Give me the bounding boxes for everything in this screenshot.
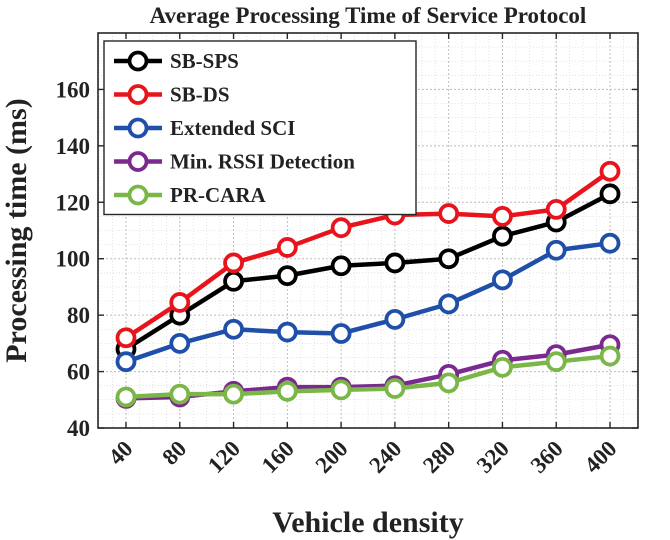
y-tick-label: 80 [67,303,90,328]
data-point [330,255,352,277]
data-point [438,248,460,270]
y-tick-label: 160 [56,77,91,102]
x-tick-label: 240 [364,436,406,478]
y-tick-label: 40 [67,416,90,441]
data-point [169,383,191,405]
y-axis-ticks: 40 60 80 100 120 140 160 [56,77,638,441]
series-line [124,169,612,340]
data-point [492,269,513,291]
legend-label: SB-SPS [170,49,239,73]
data-point [330,379,352,401]
x-tick-label: 120 [203,436,245,478]
x-axis-title: Vehicle density [272,506,463,539]
data-point [492,356,513,378]
legend-label: Min. RSSI Detection [170,150,355,174]
legend-item: Extended SCI [114,116,295,140]
axes-frame [97,32,639,429]
legend-item: SB-SPS [114,49,239,73]
legend-label: SB-DS [170,83,230,107]
data-point [438,203,460,224]
series-line [125,353,611,400]
legend-label: Extended SCI [170,116,295,140]
series-sb-ds [115,160,621,349]
series-extended-sci [115,232,621,373]
data-point [276,321,298,343]
series-line [124,191,612,351]
data-point [115,351,137,373]
series-sb-sps [115,183,621,360]
data-point [223,318,244,340]
legend-label: PR-CARA [170,183,266,207]
y-axis-title: Processing time (ms) [0,98,33,362]
data-point [599,232,621,254]
series-layer [115,160,621,409]
y-tick-label: 120 [56,190,91,215]
data-point [384,252,406,274]
y-tick-label: 140 [56,134,91,159]
data-point [169,332,191,354]
legend-item: SB-DS [114,83,230,107]
data-point [599,183,621,205]
data-point [599,345,621,367]
x-tick-label: 40 [104,436,138,470]
legend-item: Min. RSSI Detection [114,150,355,174]
chart-title: Average Processing Time of Service Proto… [150,3,587,28]
x-tick-label: 80 [157,436,191,470]
legend-marker [127,151,149,172]
data-point [276,380,298,402]
data-point [115,327,137,349]
data-point [223,270,244,292]
data-point [223,383,244,405]
data-point [330,323,352,344]
series-line [125,240,611,364]
x-tick-label: 200 [311,436,353,478]
data-point [169,292,191,313]
series-pr-cara [115,345,621,408]
legend-marker [127,184,149,206]
data-point [384,308,406,330]
legend: SB-SPS SB-DS Extended SCI Min. RSSI Detecti… [103,40,417,216]
data-point [276,237,298,258]
legend-marker [127,50,149,72]
data-point [599,160,621,182]
data-point [492,225,513,247]
data-point [384,378,406,399]
y-tick-label: 60 [67,360,90,385]
data-point [330,217,352,239]
data-point [438,372,460,394]
y-tick-label: 100 [56,247,91,272]
data-point [545,198,567,220]
x-tick-label: 400 [579,436,621,478]
x-tick-label: 160 [257,436,299,478]
data-point [223,252,244,274]
data-point [276,265,298,287]
data-point [545,351,567,373]
legend-marker [127,84,149,105]
data-point [545,239,567,261]
axes [97,32,639,429]
x-tick-label: 280 [418,436,460,478]
data-point [115,386,137,408]
data-point [492,205,513,227]
x-tick-label: 320 [472,436,514,478]
legend-marker [127,117,149,139]
legend-item: PR-CARA [114,183,266,207]
x-tick-label: 360 [526,436,568,478]
data-point [438,293,460,315]
